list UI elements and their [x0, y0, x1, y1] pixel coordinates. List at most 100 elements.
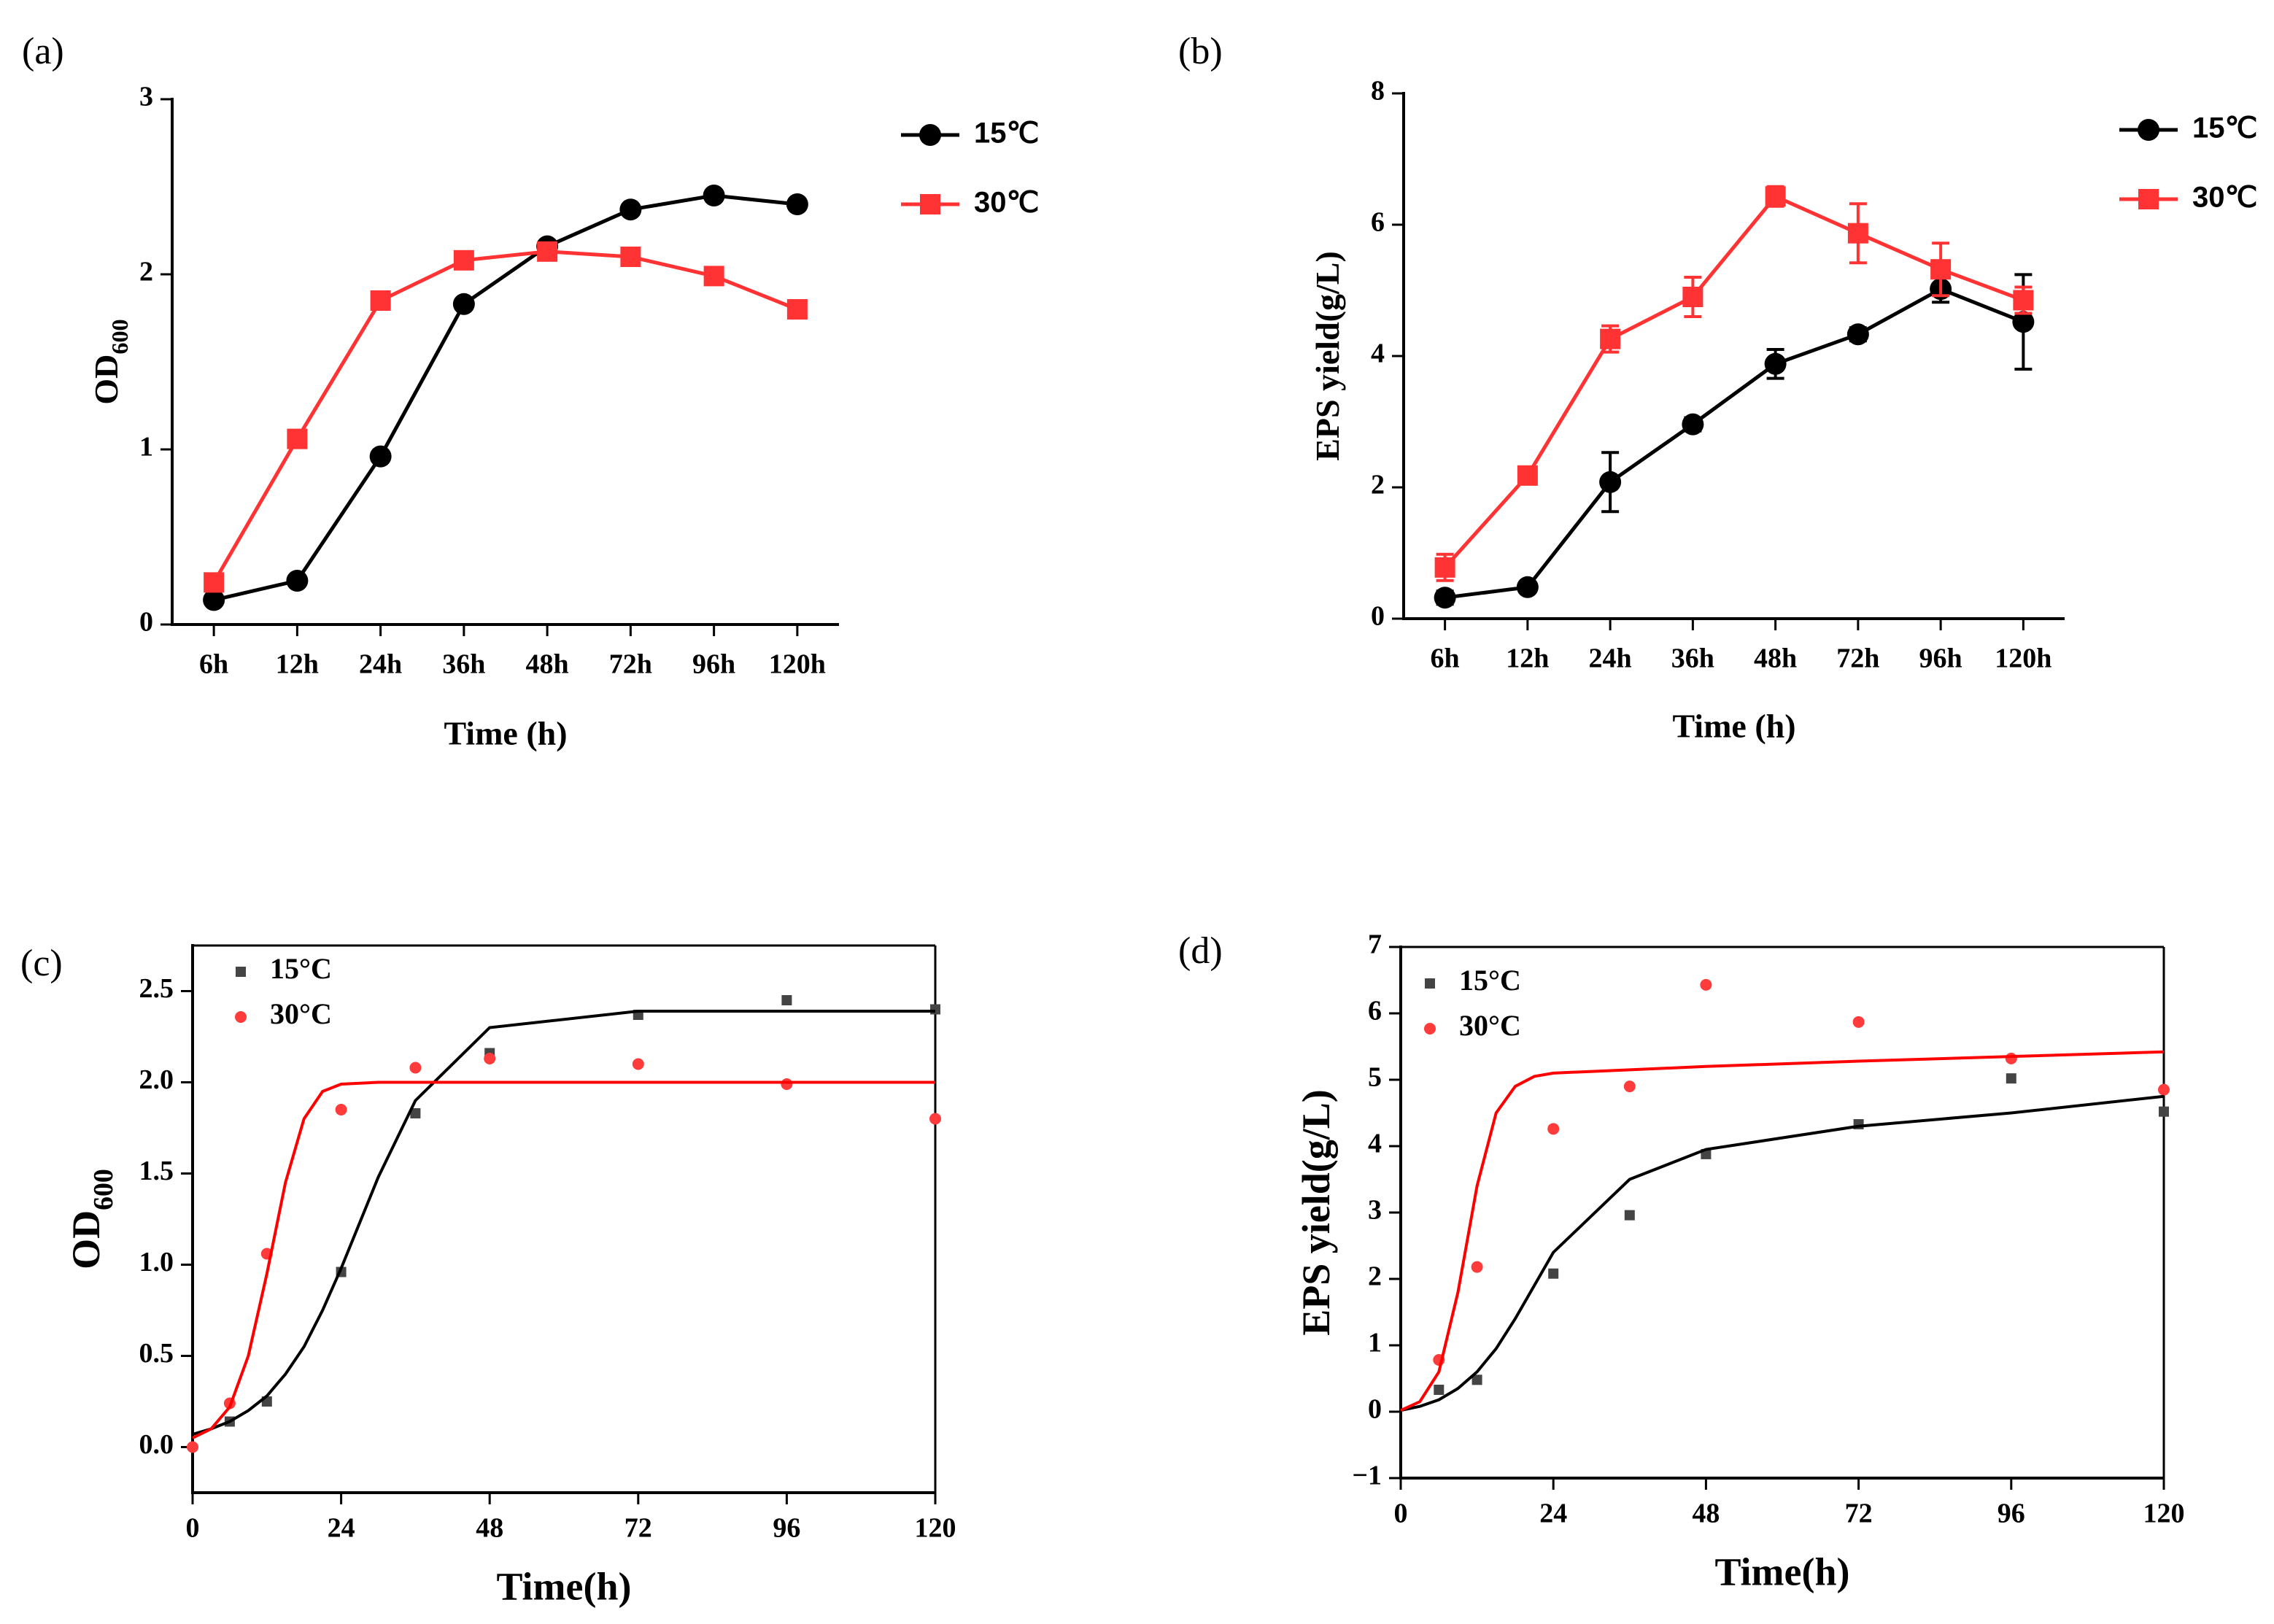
data-point	[1547, 1123, 1560, 1135]
fit-curve	[1400, 1050, 2165, 1412]
x-tick-label: 24	[1539, 1499, 1567, 1529]
data-point	[703, 185, 725, 206]
data-point	[1765, 186, 1786, 207]
series-line	[212, 250, 798, 584]
data-point	[1764, 352, 1787, 375]
data-point	[620, 247, 641, 267]
legend-label: 15°C	[270, 952, 332, 985]
x-tick-label: 72	[624, 1513, 652, 1544]
legend-marker	[919, 124, 941, 146]
x-axis-title: Time (h)	[444, 715, 567, 752]
y-tick-label: 5	[1368, 1062, 1382, 1093]
y-tick-label: 6	[1371, 207, 1385, 238]
legend-label: 15℃	[2192, 112, 2257, 144]
legend-label: 15°C	[1459, 964, 1521, 997]
data-point	[1846, 323, 1869, 346]
x-tick-label: 36h	[1671, 643, 1714, 674]
data-point	[1434, 557, 1455, 578]
y-tick-label: 2	[1368, 1261, 1382, 1292]
data-point	[1682, 287, 1703, 307]
y-axis-title-main: EPS yield(g/L)	[1309, 251, 1346, 461]
data-point	[187, 1441, 198, 1453]
y-axis-title-sub: 600	[88, 1169, 119, 1210]
panel-label: (c)	[20, 943, 63, 984]
y-axis-title: OD600	[64, 1169, 118, 1269]
data-point	[786, 193, 808, 215]
y-tick-label: 0.0	[139, 1429, 174, 1460]
y-tick-label: 1	[1368, 1328, 1382, 1358]
y-tick-label: 7	[1368, 929, 1382, 960]
data-point	[2159, 1106, 2169, 1117]
data-point	[1517, 465, 1538, 486]
x-tick-label: 24	[328, 1513, 355, 1544]
y-axis-title-main: EPS yield(g/L)	[1294, 1089, 1338, 1336]
series-line	[1443, 194, 2024, 569]
y-tick-label: 0	[1371, 601, 1385, 632]
y-tick-label: 2.5	[139, 973, 174, 1004]
x-tick-label: 24h	[1589, 643, 1632, 674]
data-point	[632, 1058, 644, 1070]
x-tick-label: 96h	[1919, 643, 1962, 674]
legend-marker	[235, 1011, 247, 1023]
legend-label: 30℃	[2192, 182, 2257, 214]
data-point	[484, 1053, 496, 1064]
data-point	[2158, 1083, 2170, 1096]
legend-marker	[236, 967, 246, 977]
legend-marker	[1424, 1023, 1436, 1035]
data-point	[286, 570, 309, 592]
data-point	[781, 995, 792, 1005]
legend-label: 30°C	[270, 997, 332, 1030]
x-tick-label: 12h	[1506, 643, 1549, 674]
legend-marker	[1425, 978, 1435, 989]
x-tick-label: 0	[186, 1513, 200, 1544]
data-point	[1930, 259, 1952, 280]
data-point	[1852, 1016, 1865, 1028]
data-point	[453, 250, 474, 271]
data-point	[1600, 328, 1621, 349]
x-tick-label: 48h	[526, 649, 569, 680]
data-point	[2012, 311, 2035, 333]
y-axis-title-main: OD	[64, 1210, 108, 1269]
y-axis-title-sub: 600	[107, 319, 133, 354]
y-tick-label: 0	[139, 607, 153, 638]
panel-label: (d)	[1178, 930, 1223, 972]
data-point	[1434, 587, 1456, 609]
legend-marker	[920, 194, 940, 214]
x-axis-title: Time(h)	[1715, 1550, 1850, 1593]
y-tick-label: 3	[139, 82, 153, 112]
y-tick-label: 2.0	[139, 1064, 174, 1095]
data-point	[2006, 1073, 2016, 1084]
data-point	[1471, 1261, 1483, 1273]
data-point	[452, 293, 475, 315]
data-point	[537, 241, 558, 262]
y-tick-label: 3	[1368, 1195, 1382, 1226]
data-point	[1471, 1374, 1482, 1385]
y-tick-label: 0.5	[139, 1338, 174, 1369]
y-tick-label: 8	[1371, 76, 1385, 107]
data-point	[1516, 576, 1539, 598]
x-tick-label: 36h	[442, 649, 485, 680]
y-tick-label: 4	[1371, 339, 1385, 369]
x-tick-label: 0	[1394, 1499, 1408, 1529]
y-tick-label: 2	[1371, 470, 1385, 500]
data-point	[703, 266, 724, 287]
data-point	[1434, 1384, 1445, 1395]
y-tick-label: 1	[139, 432, 153, 463]
y-tick-label: 2	[139, 257, 153, 287]
data-point	[1682, 413, 1704, 436]
y-axis-title-main: OD	[88, 355, 125, 405]
data-point	[1624, 1210, 1635, 1221]
legend-label: 15℃	[974, 117, 1039, 150]
data-point	[203, 589, 225, 611]
y-tick-label: 6	[1368, 996, 1382, 1026]
data-point	[287, 428, 308, 449]
x-tick-label: 96	[1998, 1499, 2025, 1529]
data-point	[1548, 1268, 1559, 1279]
x-tick-label: 72h	[1836, 643, 1879, 674]
data-point	[1623, 1080, 1636, 1093]
data-point	[370, 290, 391, 311]
y-tick-label: −1	[1352, 1461, 1382, 1491]
data-point	[1847, 223, 1868, 244]
legend-label: 30℃	[974, 187, 1039, 219]
legend-label: 30°C	[1459, 1009, 1521, 1042]
